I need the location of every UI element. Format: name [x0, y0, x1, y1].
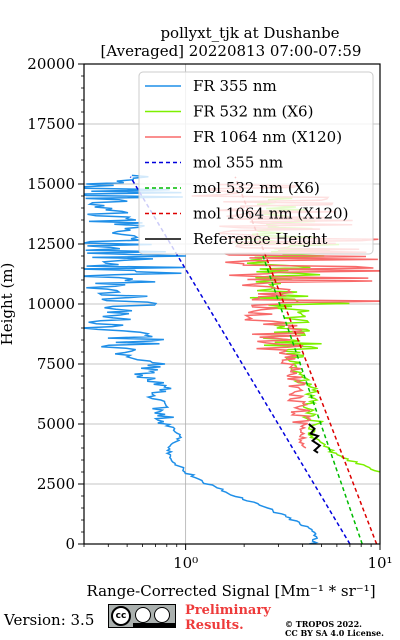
- legend-box: [138, 71, 374, 255]
- y-tick-label: 2500: [37, 475, 75, 493]
- by-icon: [135, 607, 151, 623]
- copyright-note: © TROPOS 2022. CC BY SA 4.0 License.: [285, 620, 384, 638]
- x-axis-label: Range-Corrected Signal [Mm⁻¹ * sr⁻¹]: [86, 582, 375, 600]
- copyright-line1: © TROPOS 2022.: [285, 619, 362, 629]
- preliminary-line1: Preliminary: [185, 603, 271, 618]
- chart-title-line2: [Averaged] 20220813 07:00-07:59: [101, 42, 362, 60]
- y-tick-label: 20000: [27, 55, 75, 73]
- version-label: Version: 3.5: [4, 611, 95, 629]
- y-tick-label: 12500: [27, 235, 75, 253]
- y-tick-label: 7500: [37, 355, 75, 373]
- y-tick-label: 5000: [37, 415, 75, 433]
- preliminary-line2: Results.: [185, 618, 244, 633]
- y-tick-label: 17500: [27, 115, 75, 133]
- license-strip: [133, 623, 175, 628]
- cc-license-badge: cc: [108, 604, 176, 628]
- legend-label: FR 355 nm: [193, 77, 277, 95]
- copyright-line2: CC BY SA 4.0 License.: [285, 628, 384, 638]
- y-tick-label: 15000: [27, 175, 75, 193]
- chart-title-line1: pollyxt_tjk at Dushanbe: [160, 24, 339, 42]
- legend-label: mol 532 nm (X6): [193, 179, 320, 197]
- series-line-0: [84, 174, 319, 544]
- axes: 0 2500 5000 7500 10000 12500 15000 17500 20000 10…: [27, 55, 392, 572]
- x-tick-label: 10⁰: [173, 554, 198, 572]
- preliminary-note: Preliminary Results.: [185, 603, 271, 633]
- y-axis-label: Height (m): [0, 263, 16, 346]
- series-line-6: [308, 423, 322, 454]
- legend-label: Reference Height: [193, 230, 327, 248]
- legend-label: mol 1064 nm (X120): [193, 205, 348, 223]
- x-tick-label: 10¹: [367, 554, 392, 572]
- series-line-4: [262, 255, 363, 544]
- series-line-5: [234, 176, 378, 544]
- chart-svg: pollyxt_tjk at Dushanbe [Averaged] 20220…: [0, 24, 393, 600]
- series-line-3: [129, 176, 351, 544]
- legend-label: FR 1064 nm (X120): [193, 128, 342, 146]
- y-tick-label: 10000: [27, 295, 75, 313]
- legend: FR 355 nm FR 532 nm (X6) FR 1064 nm (X120)…: [138, 71, 374, 255]
- legend-label: FR 532 nm (X6): [193, 103, 313, 121]
- sa-icon: [154, 607, 170, 623]
- cc-icon: cc: [111, 606, 131, 626]
- legend-label: mol 355 nm: [193, 154, 283, 172]
- y-tick-label: 0: [65, 535, 75, 553]
